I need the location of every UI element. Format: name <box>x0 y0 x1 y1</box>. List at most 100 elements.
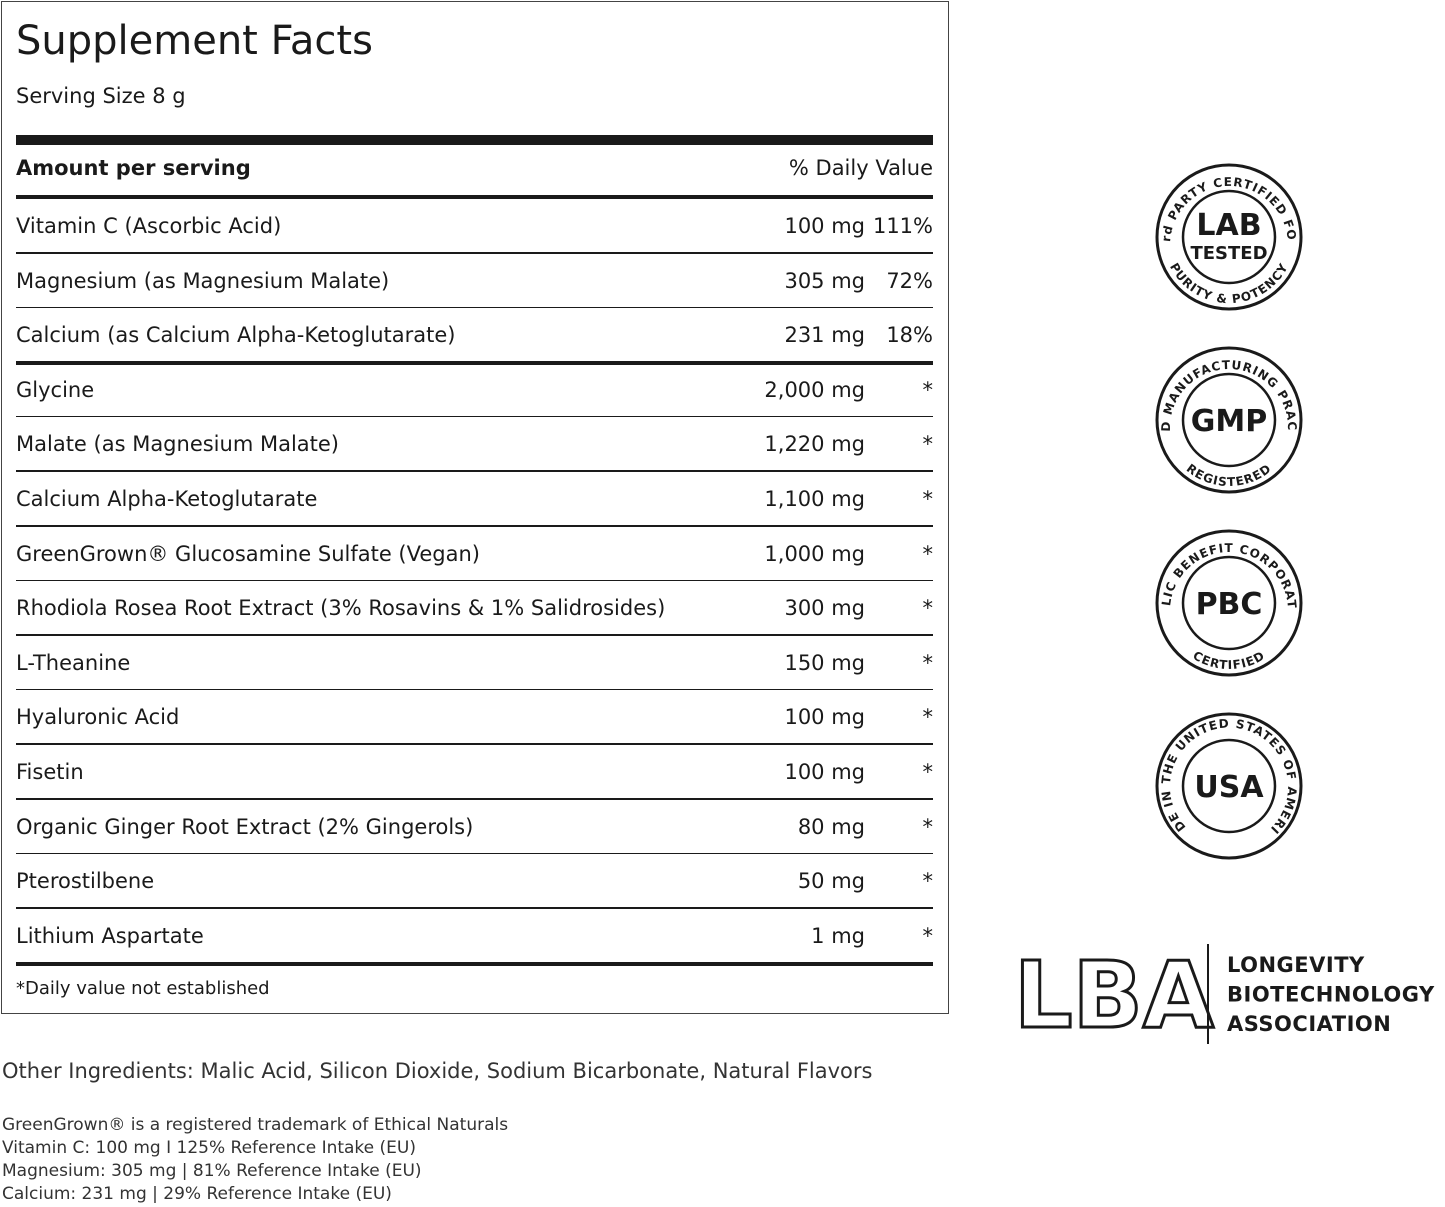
daily-value: * <box>922 923 934 948</box>
amount: 80 mg <box>797 814 865 839</box>
daily-value: * <box>922 760 934 784</box>
row-rule <box>16 798 933 800</box>
amount-header: Amount per serving <box>16 156 251 180</box>
daily-value: * <box>922 487 934 511</box>
daily-value: * <box>922 705 934 730</box>
ingredient-name: Fisetin <box>16 760 84 784</box>
amount: 300 mg <box>784 596 865 621</box>
ingredient-name: Organic Ginger Root Extract (2% Gingerol… <box>16 814 474 839</box>
row-rule <box>16 525 933 527</box>
dv-header: % Daily Value <box>788 156 933 180</box>
ingredient-name: Hyaluronic Acid <box>16 705 180 730</box>
facts-row: Magnesium (as Magnesium Malate) 305 mg 72% <box>16 255 933 309</box>
row-rule <box>16 306 933 309</box>
ingredient-name: Lithium Aspartate <box>16 923 204 948</box>
badge-center: LAB <box>1196 208 1261 243</box>
ingredient-name: Calcium Alpha-Ketoglutarate <box>16 487 318 511</box>
note: Vitamin C: 100 mg I 125% Reference Intak… <box>2 1138 416 1158</box>
daily-value: * <box>922 650 934 675</box>
facts-row: Organic Ginger Root Extract (2% Gingerol… <box>16 801 933 855</box>
ingredient-name: Malate (as Magnesium Malate) <box>16 432 339 457</box>
daily-value: 18% <box>886 323 933 348</box>
badge-inner <box>1181 372 1277 468</box>
facts-row: Rhodiola Rosea Root Extract (3% Rosavins… <box>16 582 933 636</box>
row-rule <box>16 415 933 418</box>
row-rule <box>16 961 933 966</box>
badge-arc-label: 3rd PARTY CERTIFIED FOR <box>950 0 1298 242</box>
ingredient-name: Glycine <box>16 377 95 402</box>
ingredient-name: L-Theanine <box>16 650 131 675</box>
daily-value: * <box>922 869 934 894</box>
amount: 2,000 mg <box>764 377 865 402</box>
logo-line: LONGEVITY <box>1227 953 1365 977</box>
footnote: *Daily value not established <box>16 978 270 999</box>
row-rule <box>16 688 933 691</box>
row-rule <box>16 634 933 636</box>
daily-value: 111% <box>872 214 933 238</box>
ingredient-name: Vitamin C (Ascorbic Acid) <box>16 214 282 238</box>
badge-arc-text: 3rd PARTY CERTIFIED FOR <box>950 0 1299 242</box>
facts-row: Pterostilbene 50 mg * <box>16 855 933 909</box>
amount: 150 mg <box>784 650 865 675</box>
row-rule <box>16 852 933 855</box>
facts-row: Hyaluronic Acid 100 mg * <box>16 691 933 745</box>
amount: 1,000 mg <box>764 541 865 566</box>
facts-title: Supplement Facts <box>16 18 373 64</box>
facts-row: Calcium (as Calcium Alpha-Ketoglutarate)… <box>16 309 933 363</box>
badge-ring <box>1155 712 1303 860</box>
ingredient-name: Rhodiola Rosea Root Extract (3% Rosavins… <box>16 596 666 621</box>
facts-row: Malate (as Magnesium Malate) 1,220 mg * <box>16 418 933 472</box>
badge-center: GMP <box>1191 404 1267 439</box>
facts-panel <box>1 1 949 1014</box>
badge-inner <box>1181 189 1277 285</box>
badge-ring <box>1155 346 1303 494</box>
facts-row: Lithium Aspartate 1 mg * <box>16 910 933 964</box>
thick-rule <box>16 135 933 145</box>
amount: 1,220 mg <box>764 432 865 457</box>
row-rule <box>16 579 933 582</box>
amount: 50 mg <box>797 869 865 894</box>
logo-mark: LBA <box>1014 942 1214 1049</box>
row-rule <box>16 907 933 909</box>
daily-value: * <box>922 541 934 566</box>
amount: 305 mg <box>784 268 865 293</box>
daily-value: 72% <box>886 268 933 293</box>
ingredient-name: GreenGrown® Glucosamine Sulfate (Vegan) <box>16 541 480 566</box>
ingredient-name: Pterostilbene <box>16 869 155 894</box>
row-rule <box>16 743 933 745</box>
daily-value: * <box>922 596 934 621</box>
note: Magnesium: 305 mg | 81% Reference Intake… <box>2 1161 422 1181</box>
logo-line: BIOTECHNOLOGY <box>1227 983 1435 1007</box>
row-rule <box>16 470 933 472</box>
badge-arc-label: PUBLIC BENEFIT CORPORATION <box>950 0 1298 610</box>
facts-row: Calcium Alpha-Ketoglutarate 1,100 mg * <box>16 473 933 527</box>
amount: 100 mg <box>784 214 865 238</box>
facts-row: L-Theanine 150 mg * <box>16 637 933 691</box>
rule <box>16 195 933 199</box>
ingredient-name: Magnesium (as Magnesium Malate) <box>16 268 390 293</box>
badge-inner <box>1181 738 1277 834</box>
badge-ring <box>1155 163 1303 311</box>
amount: 1,100 mg <box>764 487 865 511</box>
badge-center: PBC <box>1196 587 1263 622</box>
badge-inner <box>1181 555 1277 651</box>
daily-value: * <box>922 432 934 457</box>
badges: LBA 3rd PARTY CERTIFIED FORPURITY & POTE… <box>950 0 1435 1051</box>
badge-center: TESTED <box>1190 243 1267 264</box>
amount: 100 mg <box>784 760 865 784</box>
facts-row: Vitamin C (Ascorbic Acid) 100 mg 111% <box>16 200 933 254</box>
daily-value: * <box>922 814 934 839</box>
daily-value: * <box>922 377 934 402</box>
amount: 231 mg <box>784 323 865 348</box>
amount: 1 mg <box>811 923 865 948</box>
row-rule <box>16 252 933 254</box>
facts-row: Fisetin 100 mg * <box>16 746 933 800</box>
facts-row: GreenGrown® Glucosamine Sulfate (Vegan) 1… <box>16 528 933 582</box>
amount: 100 mg <box>784 705 865 730</box>
badge-ring <box>1155 529 1303 677</box>
note: GreenGrown® is a registered trademark of… <box>2 1115 509 1135</box>
logo-line: ASSOCIATION <box>1227 1012 1391 1036</box>
badge-center: USA <box>1194 770 1264 805</box>
ingredient-name: Calcium (as Calcium Alpha-Ketoglutarate) <box>16 323 456 348</box>
